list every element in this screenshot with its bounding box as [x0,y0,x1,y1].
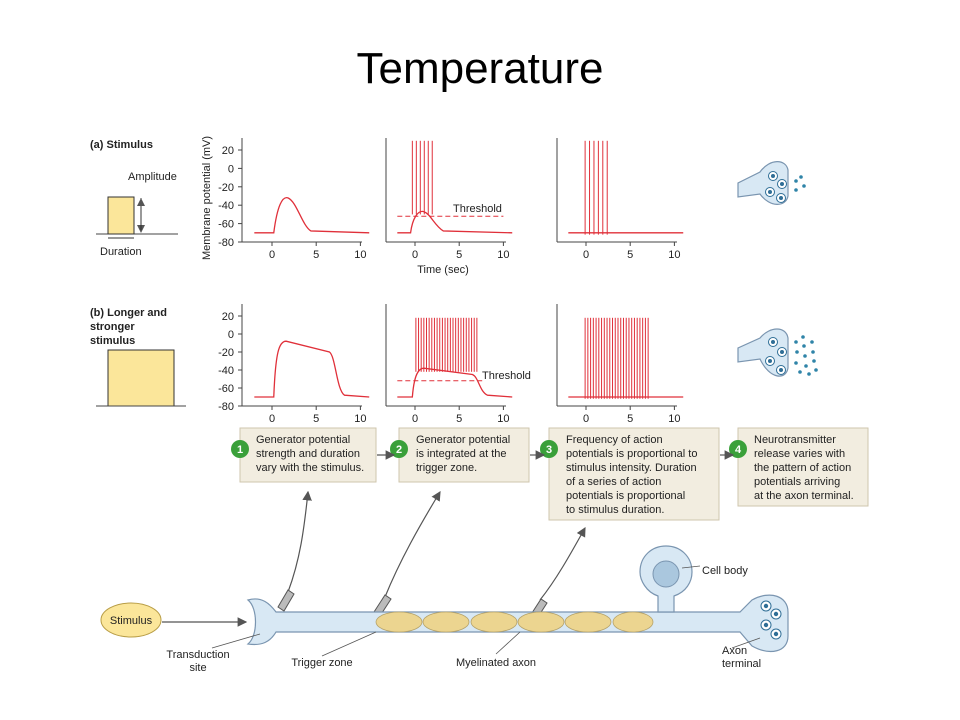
svg-text:1: 1 [237,444,243,456]
threshold-label-a: Threshold [453,203,502,215]
threshold-label-b: Threshold [482,370,531,382]
x-tick-label: 10 [354,249,366,261]
x-tick-label: 5 [456,413,462,425]
x-tick-label: 0 [412,249,418,261]
y-tick-label: -40 [218,200,234,212]
generator-potential-trace-a [254,197,370,234]
x-tick-label: 0 [583,413,589,425]
y-tick-label: -80 [218,401,234,413]
panel-a-label: (a) Stimulus [90,139,153,151]
step-box-3: 3 Frequency of action potentials is propo… [540,427,720,521]
x-tick-label: 10 [497,249,509,261]
y-tick-label: 20 [222,145,234,157]
x-tick-label: 0 [269,413,275,425]
x-tick-label: 0 [412,413,418,425]
slide-title: Temperature [356,44,604,93]
y-tick-label: -40 [218,365,234,377]
y-tick-label: -20 [218,182,234,194]
x-tick-label: 0 [583,249,589,261]
duration-label: Duration [100,246,142,258]
y-tick-label: -80 [218,237,234,249]
x-tick-label: 0 [269,249,275,261]
y-tick-label: -60 [218,219,234,231]
stimulus-label: Stimulus [110,615,153,627]
x-tick-label: 10 [668,249,680,261]
x-tick-label: 5 [456,249,462,261]
x-tick-label: 10 [354,413,366,425]
stimulus-a: Amplitude Duration [96,171,178,258]
trigger-zone-label: Trigger zone [291,657,352,669]
generator-potential-trace-b [254,340,370,398]
step-box-2: 2 Generator potential is integrated at th… [390,427,530,483]
sensory-neuron [246,545,789,653]
step-box-4: 4 Neurotransmitter release varies with th… [729,427,869,507]
myelinated-axon-label: Myelinated axon [456,657,536,669]
y-axis-label: Membrane potential (mV) [201,136,213,260]
x-tick-label: 5 [627,413,633,425]
synapse-terminal-b [737,328,818,377]
x-tick-label: 5 [627,249,633,261]
transduction-site-label: Transduction site [166,649,229,674]
x-tick-label: 5 [313,413,319,425]
y-tick-label: 0 [228,163,234,175]
amplitude-label: Amplitude [128,171,177,183]
y-tick-label: 0 [228,329,234,341]
svg-text:4: 4 [735,444,742,456]
y-tick-label: -20 [218,347,234,359]
svg-text:3: 3 [546,444,552,456]
x-tick-label: 10 [497,413,509,425]
x-tick-label: 10 [668,413,680,425]
axon-terminal-label: Axon terminal [722,645,761,670]
x-axis-label: Time (sec) [417,264,469,276]
synapse-terminal-a [737,161,806,205]
stimulus-oval [100,602,162,638]
panel-b-label: (b) Longer and stronger stimulus [90,307,170,347]
stimulus-b [107,349,175,407]
y-tick-label: 20 [222,311,234,323]
svg-text:2: 2 [396,444,402,456]
potential-graphs: 0 5 10 20 0 -20 -40 -60 -80 0 5 10 0 5 10 0 5 10 20 0 -20 -40… [218,138,684,425]
step-box-1: 1 Generator potential strength and durati… [231,427,377,483]
y-tick-label: -60 [218,383,234,395]
x-tick-label: 5 [313,249,319,261]
cell-body-label: Cell body [702,565,748,577]
